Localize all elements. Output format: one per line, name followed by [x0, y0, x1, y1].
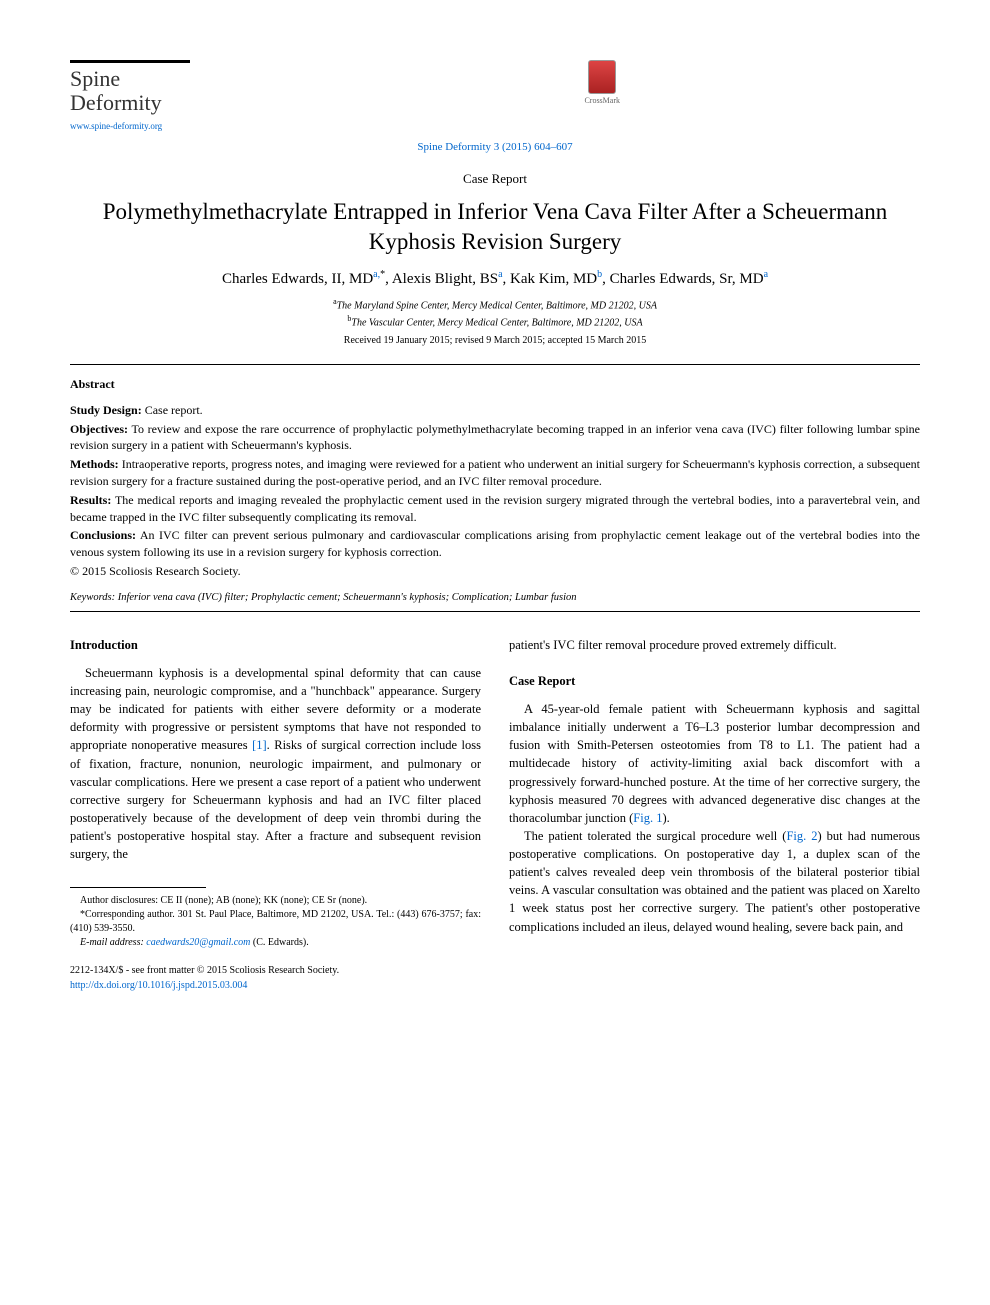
separator-bottom	[70, 611, 920, 612]
authors-line: Charles Edwards, II, MDa,*, Alexis Bligh…	[70, 269, 920, 288]
email-line: E-mail address: caedwards20@gmail.com (C…	[70, 936, 481, 950]
disclosures-text: Author disclosures: CE II (none); AB (no…	[70, 894, 481, 908]
case-paragraph-2: The patient tolerated the surgical proce…	[509, 827, 920, 936]
objectives-label: Objectives:	[70, 422, 128, 436]
results-label: Results:	[70, 493, 111, 507]
author-3-aff: b	[597, 269, 602, 280]
column-right: patient's IVC filter removal procedure p…	[509, 636, 920, 994]
doi-link[interactable]: http://dx.doi.org/10.1016/j.jspd.2015.03…	[70, 979, 481, 994]
copyright-line: © 2015 Scoliosis Research Society.	[70, 563, 920, 580]
author-3-name: Kak Kim, MD	[510, 271, 597, 287]
case-p1-text-b: ).	[662, 811, 669, 825]
keywords-label: Keywords:	[70, 592, 115, 603]
issn-line: 2212-134X/$ - see front matter © 2015 Sc…	[70, 964, 481, 979]
author-2-aff: a	[498, 269, 502, 280]
aff-a-text: The Maryland Spine Center, Mercy Medical…	[337, 300, 657, 311]
intro-continuation: patient's IVC filter removal procedure p…	[509, 636, 920, 654]
citation-line: Spine Deformity 3 (2015) 604–607	[70, 141, 920, 153]
case-p2-text-b: ) but had numerous postoperative complic…	[509, 829, 920, 934]
fig-link-1[interactable]: Fig. 1	[633, 811, 662, 825]
journal-website[interactable]: www.spine-deformity.org	[70, 121, 190, 131]
journal-name-line2: Deformity	[70, 91, 190, 115]
aff-b-text: The Vascular Center, Mercy Medical Cente…	[351, 318, 642, 329]
footnotes: Author disclosures: CE II (none); AB (no…	[70, 894, 481, 950]
author-4-aff: a	[764, 269, 768, 280]
abstract-label: Abstract	[70, 377, 920, 392]
conclusions-text: An IVC filter can prevent serious pulmon…	[70, 528, 920, 559]
journal-logo: Spine Deformity www.spine-deformity.org	[70, 60, 190, 131]
ref-link-1[interactable]: [1]	[252, 738, 267, 752]
keywords-text: Inferior vena cava (IVC) filter; Prophyl…	[115, 592, 576, 603]
crossmark-badge[interactable]: CrossMark	[584, 60, 620, 105]
case-paragraph-1: A 45-year-old female patient with Scheue…	[509, 700, 920, 827]
logo-bar	[70, 60, 190, 63]
crossmark-icon	[588, 60, 616, 94]
journal-name-line1: Spine	[70, 67, 190, 91]
author-1-corr: *	[380, 269, 385, 280]
author-1-name: Charles Edwards, II, MD	[222, 271, 373, 287]
conclusions-label: Conclusions:	[70, 528, 136, 542]
intro-text-b: . Risks of surgical correction include l…	[70, 738, 481, 861]
header-row: Spine Deformity www.spine-deformity.org …	[70, 60, 920, 131]
case-report-heading: Case Report	[509, 672, 920, 690]
abstract-body: Study Design: Case report. Objectives: T…	[70, 402, 920, 580]
study-design-text: Case report.	[142, 403, 203, 417]
crossmark-label: CrossMark	[584, 96, 620, 105]
case-p1-text-a: A 45-year-old female patient with Scheue…	[509, 702, 920, 825]
email-tail: (C. Edwards).	[250, 937, 308, 948]
body-columns: Introduction Scheuermann kyphosis is a d…	[70, 636, 920, 994]
methods-label: Methods:	[70, 457, 119, 471]
author-2-name: Alexis Blight, BS	[392, 271, 498, 287]
article-dates: Received 19 January 2015; revised 9 Marc…	[70, 335, 920, 346]
article-type: Case Report	[70, 171, 920, 187]
objectives-text: To review and expose the rare occurrence…	[70, 422, 920, 453]
methods-text: Intraoperative reports, progress notes, …	[70, 457, 920, 488]
email-label: E-mail address:	[80, 937, 146, 948]
intro-heading: Introduction	[70, 636, 481, 654]
intro-paragraph: Scheuermann kyphosis is a developmental …	[70, 664, 481, 863]
footer-line: 2212-134X/$ - see front matter © 2015 Sc…	[70, 964, 481, 993]
footnote-separator	[70, 887, 206, 888]
study-design-label: Study Design:	[70, 403, 142, 417]
author-4-name: Charles Edwards, Sr, MD	[610, 271, 764, 287]
affiliations: aThe Maryland Spine Center, Mercy Medica…	[70, 296, 920, 331]
fig-link-2[interactable]: Fig. 2	[786, 829, 817, 843]
separator-top	[70, 364, 920, 365]
column-left: Introduction Scheuermann kyphosis is a d…	[70, 636, 481, 994]
case-p2-text-a: The patient tolerated the surgical proce…	[524, 829, 786, 843]
email-address[interactable]: caedwards20@gmail.com	[146, 937, 250, 948]
results-text: The medical reports and imaging revealed…	[70, 493, 920, 524]
article-title: Polymethylmethacrylate Entrapped in Infe…	[70, 197, 920, 257]
keywords-line: Keywords: Inferior vena cava (IVC) filte…	[70, 592, 920, 603]
corresponding-author-text: *Corresponding author. 301 St. Paul Plac…	[70, 908, 481, 936]
